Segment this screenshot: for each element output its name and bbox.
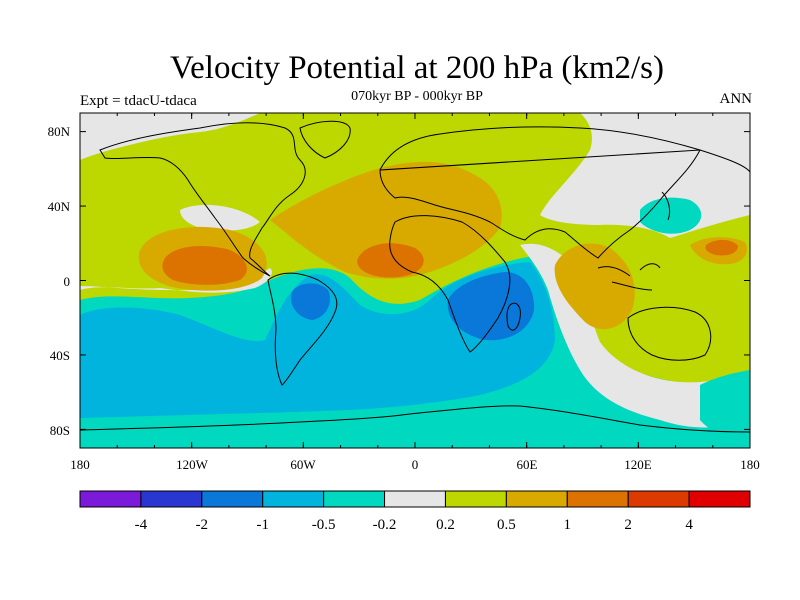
colorbar-box [627, 490, 690, 508]
colorbar [79, 490, 751, 508]
lon-label-60w: 60W [290, 457, 316, 472]
lat-axis: 80N 40N 0 40S 80S [48, 124, 71, 438]
coast-indonesia [597, 263, 661, 291]
lon-label-180e: 180 [740, 457, 760, 472]
contour-africa-neg [447, 272, 535, 341]
colorbar-label: -0.5 [312, 517, 336, 533]
colorbar-box [384, 490, 446, 508]
coast-madagascar [506, 302, 521, 331]
plot-title: Velocity Potential at 200 hPa (km2/s) [169, 50, 665, 86]
colorbar-label: 1 [564, 517, 572, 533]
colorbar-label: 0.2 [436, 517, 455, 533]
contour-westpac-strong [705, 239, 738, 256]
colorbar-labels: -4 -2 -1 -0.5 -0.2 0.2 0.5 1 2 4 [135, 517, 694, 533]
colorbar-box [262, 490, 325, 508]
colorbar-label: -1 [256, 517, 269, 533]
colorbar-box [323, 490, 386, 508]
contour-northatl-pos [270, 161, 502, 279]
lat-label-80n: 80N [48, 124, 71, 139]
colorbar-box [140, 490, 203, 508]
colorbar-box [444, 490, 507, 508]
lon-label-120e: 120E [624, 457, 652, 472]
lon-label-180w: 180 [70, 457, 90, 472]
coast-greenland [299, 120, 351, 159]
axis-ticks [79, 113, 751, 448]
lon-axis: 180 120W 60W 0 60E 120E 180 [70, 457, 760, 472]
contour-japan-neg [640, 197, 702, 234]
coast-japan [661, 191, 671, 221]
colorbar-label: 0.5 [497, 517, 516, 533]
colorbar-box [688, 490, 751, 508]
colorbar-label: -4 [135, 517, 148, 533]
coast-australia [627, 306, 712, 361]
colorbar-box [79, 490, 142, 508]
contour-indonesia-pos [554, 243, 635, 330]
contour-atlantic-strong [357, 243, 424, 278]
coast-south-america [267, 272, 338, 386]
lat-label-eq: 0 [64, 274, 71, 289]
colorbar-label: -2 [196, 517, 209, 533]
contour-pacific-strong [162, 246, 247, 285]
lat-label-80s: 80S [50, 423, 70, 438]
contour-arctic-grey [80, 113, 260, 160]
coast-africa [389, 215, 511, 353]
colorbar-box [201, 490, 264, 508]
contour-field [80, 113, 750, 448]
experiment-label: Expt = tdacU-tdaca [80, 93, 197, 109]
contour-amazon-neg [291, 283, 331, 320]
contour-southpac-neg [700, 370, 750, 440]
plot-subtitle: 070kyr BP - 000kyr BP [351, 89, 483, 104]
lon-label-120w: 120W [176, 457, 209, 472]
coast-eurasia [379, 126, 750, 259]
lat-label-40s: 40S [50, 348, 70, 363]
colorbar-label: -0.2 [373, 517, 397, 533]
coastlines [80, 120, 750, 433]
coast-north-america [99, 122, 306, 277]
lon-label-60e: 60E [517, 457, 538, 472]
season-label: ANN [719, 91, 753, 107]
contour-antarctic-teal [80, 400, 750, 448]
colorbar-box [505, 490, 568, 508]
contour-atlantic-grey [180, 204, 260, 231]
lat-label-40n: 40N [48, 199, 71, 214]
coast-antarctica [80, 405, 750, 433]
lon-label-0: 0 [412, 457, 419, 472]
colorbar-label: 2 [624, 517, 632, 533]
colorbar-label: 4 [685, 517, 693, 533]
colorbar-box [566, 490, 629, 508]
